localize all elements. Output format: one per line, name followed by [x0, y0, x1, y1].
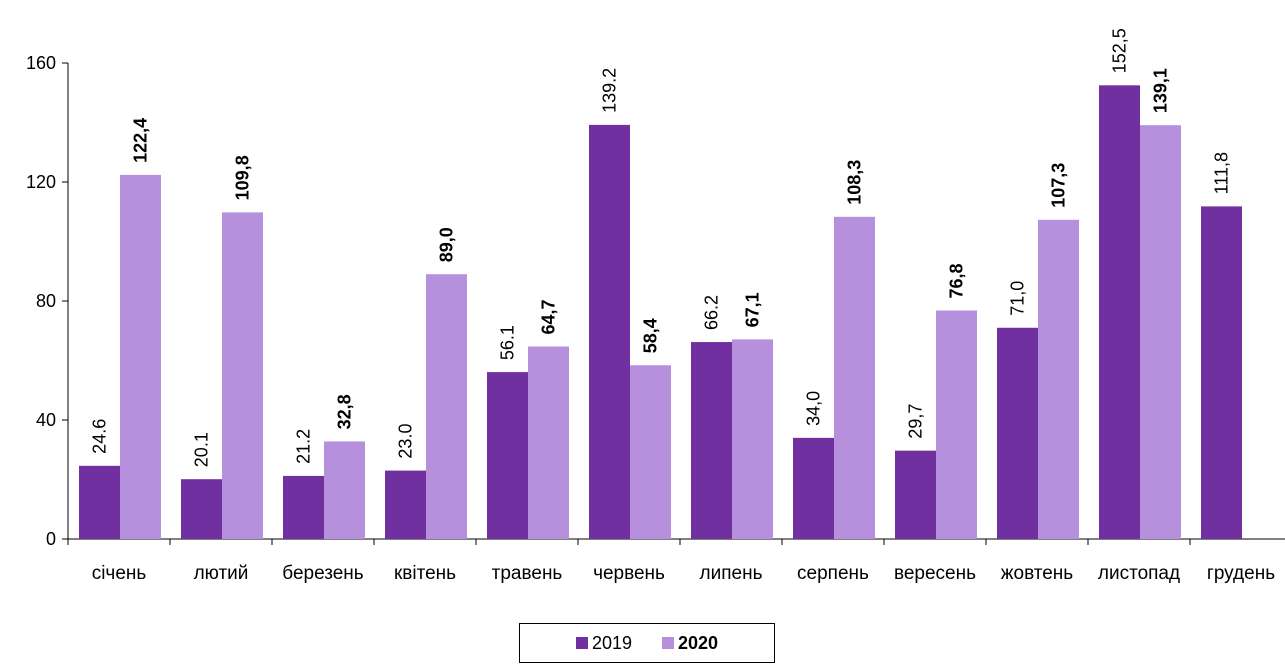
y-tick-label: 80 [36, 291, 56, 311]
bar-2019-3 [283, 476, 324, 539]
category-label: серпень [797, 563, 869, 584]
value-label-2020-3: 32,8 [335, 394, 355, 429]
value-label-2020-1: 122,4 [131, 118, 151, 163]
bar-2020-11 [1140, 125, 1181, 539]
value-label-2020-2: 109,8 [233, 155, 253, 200]
category-label: вересень [894, 563, 976, 584]
y-tick-label: 160 [26, 53, 56, 73]
value-label-2020-6: 58,4 [641, 318, 661, 353]
legend-swatch-2019 [576, 637, 588, 649]
legend-label-2020: 2020 [678, 633, 718, 654]
bar-2019-11 [1099, 85, 1140, 539]
bar-2020-2 [222, 212, 263, 539]
x-axis [68, 539, 1285, 545]
bar-2020-1 [120, 175, 161, 539]
bar-2019-1 [79, 466, 120, 539]
bars [79, 85, 1242, 539]
category-label: листопад [1098, 563, 1180, 584]
category-label: грудень [1207, 563, 1275, 584]
value-label-2019-2: 20.1 [192, 432, 212, 467]
y-axis: 0 40 80 120 160 [26, 53, 68, 549]
bar-2019-8 [793, 438, 834, 539]
bar-chart: 0 40 80 120 160 24.6 122,4 20.1 109,8 21.2 32,8 23… [0, 0, 1285, 620]
value-label-2019-1: 24.6 [90, 419, 110, 454]
bar-2020-8 [834, 217, 875, 539]
value-label-2019-11: 152,5 [1110, 28, 1130, 73]
bar-2019-10 [997, 328, 1038, 539]
category-label: січень [92, 563, 147, 584]
category-label: лютий [194, 563, 249, 584]
legend-swatch-2020 [662, 637, 674, 649]
bar-2020-3 [324, 441, 365, 539]
value-label-2019-7: 66.2 [702, 295, 722, 330]
value-label-2019-3: 21.2 [294, 429, 314, 464]
legend: 2019 2020 [519, 623, 775, 663]
bar-2020-10 [1038, 220, 1079, 539]
value-label-2019-10: 71,0 [1008, 281, 1028, 316]
bar-2019-6 [589, 125, 630, 539]
category-label: травень [492, 563, 563, 584]
bar-2020-5 [528, 347, 569, 539]
bar-2019-7 [691, 342, 732, 539]
value-label-2019-6: 139.2 [600, 68, 620, 113]
legend-label-2019: 2019 [592, 633, 632, 654]
y-tick-label: 0 [46, 529, 56, 549]
bar-2019-9 [895, 451, 936, 539]
value-label-2020-7: 67,1 [743, 292, 763, 327]
category-labels: січень лютий березень квітень травень червень… [92, 563, 1275, 584]
legend-item-2020: 2020 [662, 633, 718, 654]
bar-2019-5 [487, 372, 528, 539]
value-label-2020-8: 108,3 [845, 160, 865, 205]
bar-2020-4 [426, 274, 467, 539]
bar-2019-2 [181, 479, 222, 539]
value-label-2020-11: 139,1 [1151, 68, 1171, 113]
category-label: жовтень [1001, 563, 1074, 584]
category-label: квітень [394, 563, 456, 584]
bar-2019-4 [385, 471, 426, 539]
bar-2020-6 [630, 365, 671, 539]
value-label-2019-8: 34,0 [804, 391, 824, 426]
value-label-2019-5: 56.1 [498, 325, 518, 360]
category-label: березень [282, 563, 364, 584]
legend-item-2019: 2019 [576, 633, 632, 654]
value-label-2019-9: 29,7 [906, 404, 926, 439]
bar-2020-9 [936, 311, 977, 539]
value-label-2020-10: 107,3 [1049, 163, 1069, 208]
bar-2020-7 [732, 339, 773, 539]
value-label-2019-4: 23.0 [396, 424, 416, 459]
value-label-2020-5: 64,7 [539, 299, 559, 334]
category-label: липень [700, 563, 763, 584]
y-tick-label: 120 [26, 172, 56, 192]
value-label-2019-12: 111,8 [1212, 152, 1232, 194]
category-label: червень [593, 563, 665, 584]
value-label-2020-4: 89,0 [437, 227, 457, 262]
value-label-2020-9: 76,8 [947, 263, 967, 298]
bar-2019-12 [1201, 206, 1242, 539]
y-tick-label: 40 [36, 410, 56, 430]
